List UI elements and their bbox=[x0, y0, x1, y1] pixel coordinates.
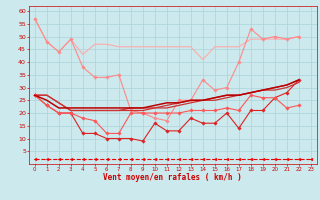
X-axis label: Vent moyen/en rafales ( km/h ): Vent moyen/en rafales ( km/h ) bbox=[103, 173, 242, 182]
